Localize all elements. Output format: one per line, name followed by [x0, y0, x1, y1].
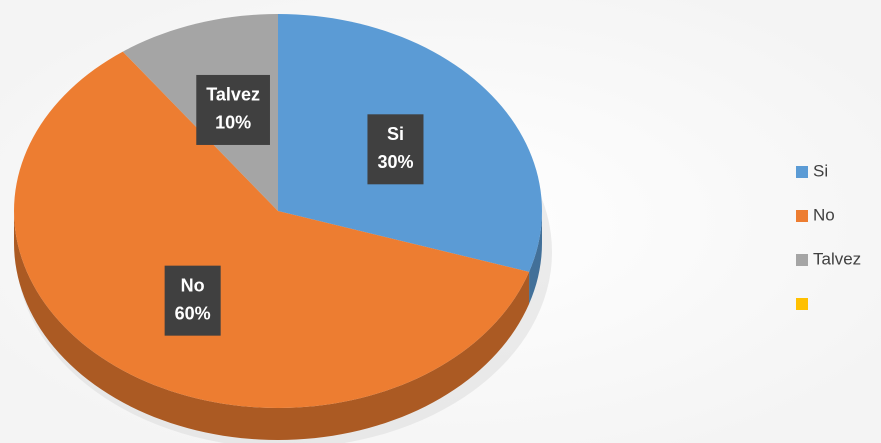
data-label: 60% [175, 303, 211, 323]
data-label-box [196, 74, 270, 145]
legend-label: No [813, 205, 835, 224]
legend-swatch [796, 254, 808, 266]
data-label-name: No [181, 275, 205, 295]
data-label-box [367, 114, 424, 185]
data-label-name: Si [387, 124, 404, 144]
pie [14, 14, 542, 440]
slice-side [529, 211, 542, 304]
data-label-name: Talvez [206, 85, 260, 105]
slice-side [14, 211, 530, 440]
legend-swatch [796, 210, 808, 222]
legend-label: Talvez [813, 249, 861, 268]
data-label-box [164, 265, 221, 336]
data-label: 30% [377, 152, 413, 172]
legend: Si No Talvez [796, 161, 861, 310]
slice [14, 51, 530, 408]
legend-label: Si [813, 161, 828, 180]
data-label: 10% [215, 113, 251, 133]
legend-swatch [796, 166, 808, 178]
data-labels: Si 30% No 60% Talvez 10% [164, 74, 424, 336]
legend-swatch [796, 298, 808, 310]
